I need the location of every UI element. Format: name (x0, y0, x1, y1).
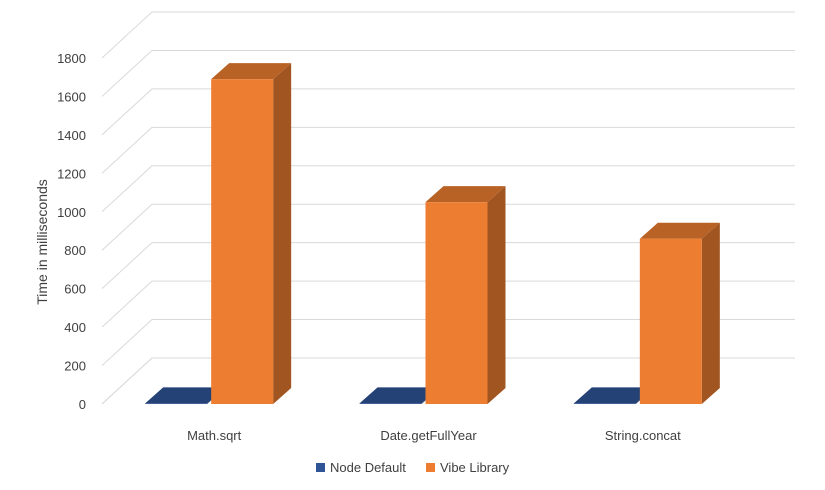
category-label: String.concat (605, 428, 681, 443)
bar-front (145, 403, 208, 404)
legend-swatch (316, 463, 325, 472)
y-tick-label: 600 (64, 282, 86, 297)
bar-top (425, 186, 506, 203)
gridline (101, 126, 795, 174)
bar-front (359, 403, 422, 404)
bar-vibe-library-1 (425, 186, 506, 404)
bar-top (359, 387, 440, 404)
bar-front (639, 238, 702, 404)
bar-front (573, 403, 636, 404)
bar-side (701, 222, 720, 404)
y-tick-label: 400 (64, 320, 86, 335)
gridline (101, 280, 795, 328)
bar-top (145, 387, 226, 404)
x-axis-categories: Math.sqrt Date.getFullYear String.concat (187, 428, 681, 443)
bar-front (425, 202, 488, 404)
gridline (101, 357, 795, 405)
category-label: Math.sqrt (187, 428, 242, 443)
bar-vibe-library-0 (211, 63, 292, 405)
legend-label: Node Default (330, 460, 406, 475)
gridline (101, 242, 795, 290)
bar-top (573, 387, 654, 404)
y-tick-label: 1800 (57, 51, 86, 66)
y-tick-label: 1600 (57, 89, 86, 104)
gridlines (101, 11, 795, 405)
gridline (101, 49, 795, 97)
legend-item-vibe-library: Vibe Library (426, 460, 510, 475)
y-axis-label: Time in milliseconds (34, 179, 50, 305)
legend: Node Default Vibe Library (316, 460, 510, 475)
gridline (101, 203, 795, 251)
y-tick-label: 1000 (57, 205, 86, 220)
bar-front (211, 79, 274, 405)
bars (145, 63, 720, 405)
category-label: Date.getFullYear (380, 428, 477, 443)
bar-side (273, 63, 292, 405)
y-tick-label: 800 (64, 243, 86, 258)
gridline (101, 165, 795, 213)
legend-swatch (426, 463, 435, 472)
legend-label: Vibe Library (440, 460, 510, 475)
bar-top (211, 63, 292, 80)
legend-item-node-default: Node Default (316, 460, 406, 475)
bar-side (487, 186, 506, 404)
gridline (101, 319, 795, 366)
bar-vibe-library-2 (639, 222, 720, 404)
gridline (101, 88, 795, 136)
y-tick-label: 0 (79, 397, 86, 412)
y-axis-ticks: 0 200 400 600 800 1000 1200 1400 1600 1800 (57, 51, 86, 412)
y-tick-label: 1200 (57, 166, 86, 181)
y-tick-label: 1400 (57, 128, 86, 143)
y-tick-label: 200 (64, 359, 86, 374)
gridline (101, 11, 795, 59)
bar-top (639, 222, 720, 239)
